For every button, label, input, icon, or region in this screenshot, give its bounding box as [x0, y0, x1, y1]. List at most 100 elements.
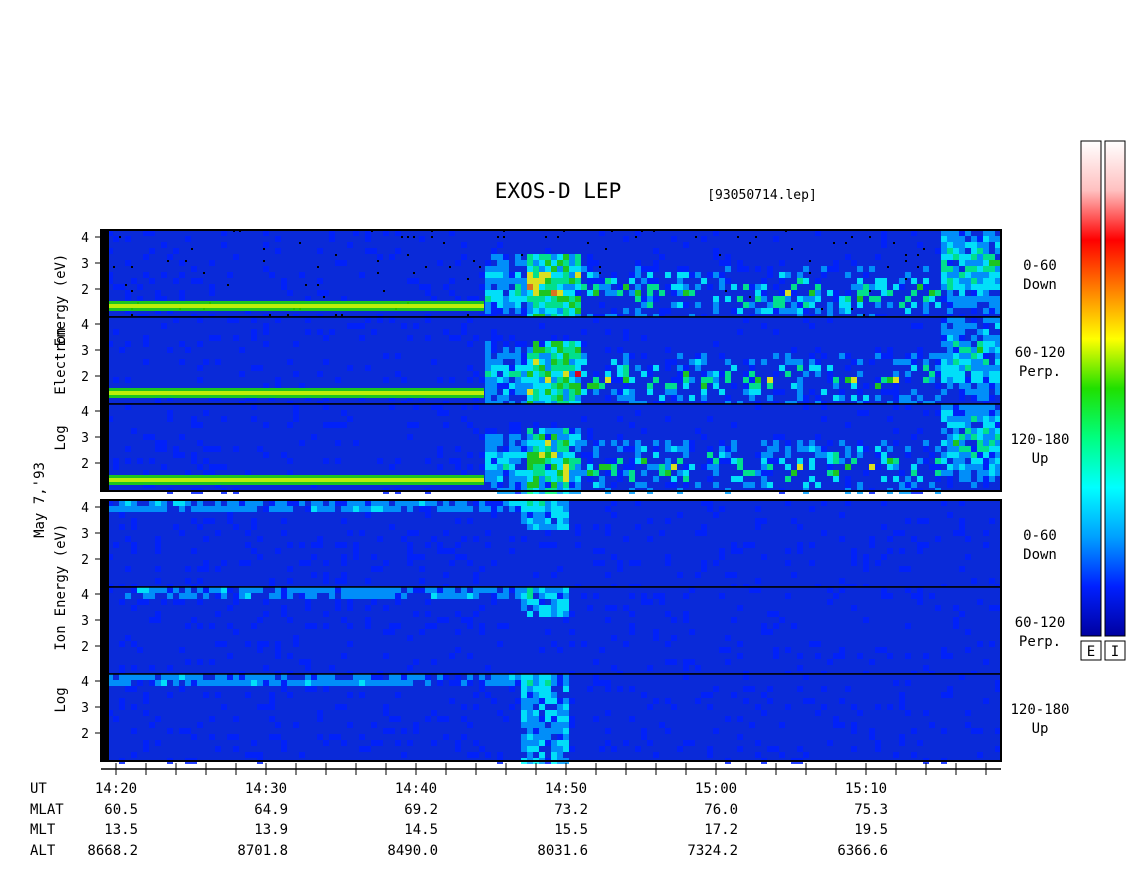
flux-cell	[569, 359, 575, 365]
flux-cell	[557, 728, 563, 734]
flux-cell	[587, 452, 593, 458]
flux-cell	[953, 230, 959, 236]
flux-cell	[815, 308, 821, 314]
flux-cell	[515, 302, 521, 308]
flux-cell	[899, 395, 905, 401]
flux-cell	[251, 674, 257, 680]
flux-cell	[515, 296, 521, 302]
flux-cell	[485, 389, 491, 395]
flux-cell	[119, 347, 125, 353]
flux-cell	[797, 308, 803, 314]
flux-cell	[515, 353, 521, 359]
flux-cell	[833, 458, 839, 464]
flux-cell	[455, 740, 461, 746]
flux-cell	[995, 284, 1001, 290]
flux-cell	[773, 302, 779, 308]
flux-cell	[629, 389, 635, 395]
flux-cell	[875, 347, 881, 353]
flux-cell	[965, 353, 971, 359]
flux-cell	[335, 422, 341, 428]
flux-cell	[479, 746, 485, 752]
flux-cell	[479, 464, 485, 470]
flux-cell	[995, 236, 1001, 242]
flux-cell	[995, 728, 1001, 734]
flux-cell	[761, 452, 767, 458]
flux-cell	[497, 383, 503, 389]
flux-cell	[275, 593, 281, 599]
flux-cell	[983, 260, 989, 266]
flux-cell	[287, 500, 293, 506]
flux-cell	[323, 359, 329, 365]
flux-cell	[845, 422, 851, 428]
flux-cell	[485, 278, 491, 284]
flux-cell	[617, 284, 623, 290]
flux-cell	[779, 260, 785, 266]
flux-cell	[911, 365, 917, 371]
flux-cell	[167, 665, 173, 671]
flux-cell	[857, 446, 863, 452]
flux-cell	[479, 500, 485, 506]
flux-cell	[605, 740, 611, 746]
y-tick-label: 3	[81, 527, 89, 542]
flux-cell	[581, 371, 587, 377]
flux-cell	[251, 365, 257, 371]
flux-cell	[773, 653, 779, 659]
flux-cell	[227, 272, 233, 278]
flux-cell	[677, 290, 683, 296]
flux-cell	[557, 464, 563, 470]
flux-cell	[335, 605, 341, 611]
flux-cell	[563, 446, 569, 452]
flux-cell	[491, 371, 497, 377]
flux-cell	[833, 593, 839, 599]
flux-cell	[323, 680, 329, 686]
flux-cell	[239, 500, 245, 506]
flux-cell	[953, 434, 959, 440]
flux-cell	[545, 266, 551, 272]
flux-cell	[659, 395, 665, 401]
flux-cell	[779, 434, 785, 440]
flux-cell	[221, 704, 227, 710]
flux-cell	[827, 464, 833, 470]
flux-cell	[509, 446, 515, 452]
flux-cell	[851, 560, 857, 566]
flux-cell	[959, 260, 965, 266]
flux-cell	[359, 692, 365, 698]
noise-pixel	[383, 290, 385, 292]
flux-cell	[143, 740, 149, 746]
flux-cell	[563, 710, 569, 716]
flux-cell	[569, 746, 575, 752]
flux-cell	[719, 593, 725, 599]
flux-cell	[545, 716, 551, 722]
flux-cell	[809, 446, 815, 452]
flux-cell	[977, 236, 983, 242]
flux-cell	[995, 428, 1001, 434]
flux-cell	[989, 341, 995, 347]
flux-cell	[305, 317, 311, 323]
flux-cell	[713, 377, 719, 383]
flux-cell	[749, 371, 755, 377]
flux-cell	[569, 365, 575, 371]
flux-cell	[305, 560, 311, 566]
flux-cell	[761, 290, 767, 296]
flux-cell	[251, 587, 257, 593]
flux-cell	[911, 359, 917, 365]
flux-cell	[647, 464, 653, 470]
flux-cell	[983, 404, 989, 410]
flux-cell	[923, 296, 929, 302]
flux-cell	[545, 605, 551, 611]
flux-cell	[179, 260, 185, 266]
flux-cell	[539, 611, 545, 617]
flux-cell	[947, 440, 953, 446]
flux-cell	[563, 278, 569, 284]
flux-cell	[563, 365, 569, 371]
flux-cell	[173, 500, 179, 506]
flux-cell	[113, 458, 119, 464]
flux-cell	[827, 266, 833, 272]
flux-cell	[785, 440, 791, 446]
flux-cell	[377, 740, 383, 746]
flux-cell	[587, 272, 593, 278]
flux-cell	[767, 266, 773, 272]
flux-cell	[893, 752, 899, 758]
